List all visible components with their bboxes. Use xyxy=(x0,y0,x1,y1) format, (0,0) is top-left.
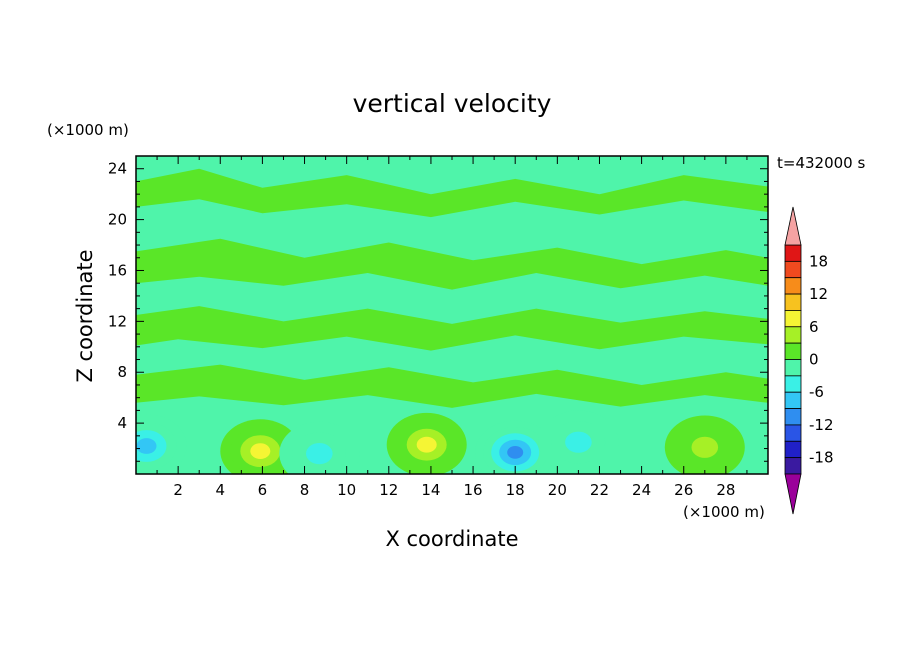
colorbar-box xyxy=(784,293,802,311)
field-band-4 xyxy=(136,364,768,408)
draft-cell-2-level-3 xyxy=(416,436,437,453)
field-band-2 xyxy=(136,238,768,290)
colorbar-box xyxy=(784,424,802,442)
y-tick-label: 4 xyxy=(117,414,127,432)
x-tick-label: 4 xyxy=(215,481,225,499)
colorbar-box xyxy=(784,359,802,377)
y-tick-label: 20 xyxy=(108,211,127,229)
x-tick-label: 24 xyxy=(632,481,651,499)
y-tick-label: 16 xyxy=(108,261,127,279)
draft-cell-7-level-2 xyxy=(565,431,592,453)
colorbar-label: 0 xyxy=(809,351,819,369)
field-band-3 xyxy=(136,306,768,351)
draft-cell-1-level-3 xyxy=(250,443,271,459)
field-band-1 xyxy=(136,168,768,218)
colorbar-box xyxy=(784,440,802,459)
x-tick-label: 6 xyxy=(258,481,268,499)
colorbar-box xyxy=(784,260,802,279)
colorbar-box xyxy=(784,391,802,409)
draft-cell-4-level-4 xyxy=(507,446,524,459)
y-unit-label: (×1000 m) xyxy=(47,121,129,139)
colorbar-bottom-arrow xyxy=(784,473,802,515)
time-label: t=432000 s xyxy=(777,154,865,172)
colorbar-box xyxy=(784,408,802,426)
x-tick-label: 28 xyxy=(716,481,735,499)
colorbar-label: -12 xyxy=(809,416,834,434)
x-tick-label: 16 xyxy=(464,481,483,499)
y-tick-label: 12 xyxy=(108,312,127,330)
colorbar-box xyxy=(784,457,802,475)
y-tick-label: 24 xyxy=(108,160,127,178)
draft-cell-3-level-2 xyxy=(691,436,719,458)
colorbar-box xyxy=(784,375,802,393)
y-axis-title: Z coordinate xyxy=(73,249,97,382)
x-tick-label: 18 xyxy=(506,481,525,499)
x-tick-label: 26 xyxy=(674,481,693,499)
colorbar-box xyxy=(784,244,802,262)
colorbar-label: -6 xyxy=(809,383,824,401)
colorbar-label: 12 xyxy=(809,285,828,303)
x-tick-label: 2 xyxy=(173,481,183,499)
colorbar-box xyxy=(784,310,802,328)
x-tick-label: 8 xyxy=(300,481,310,499)
colorbar-label: 6 xyxy=(809,318,819,336)
colorbar-box xyxy=(784,326,802,344)
draft-cell-5-level-2 xyxy=(306,443,333,465)
draft-cell-6-level-3 xyxy=(136,438,157,454)
colorbar-top-arrow xyxy=(784,206,802,246)
colorbar: 18 12 6 0 -6 -12 -18 xyxy=(784,206,834,515)
chart-title: vertical velocity xyxy=(353,89,552,118)
x-tick-label: 12 xyxy=(379,481,398,499)
x-tick-label: 10 xyxy=(337,481,356,499)
colorbar-box xyxy=(784,342,802,360)
x-tick-label: 22 xyxy=(590,481,609,499)
x-unit-label: (×1000 m) xyxy=(683,503,765,521)
colorbar-label: 18 xyxy=(809,252,828,270)
colorbar-label: -18 xyxy=(809,449,834,467)
y-tick-label: 8 xyxy=(117,363,127,381)
x-tick-label: 14 xyxy=(421,481,440,499)
x-axis-title: X coordinate xyxy=(385,527,518,551)
x-tick-label: 20 xyxy=(548,481,567,499)
colorbar-box xyxy=(784,277,802,295)
